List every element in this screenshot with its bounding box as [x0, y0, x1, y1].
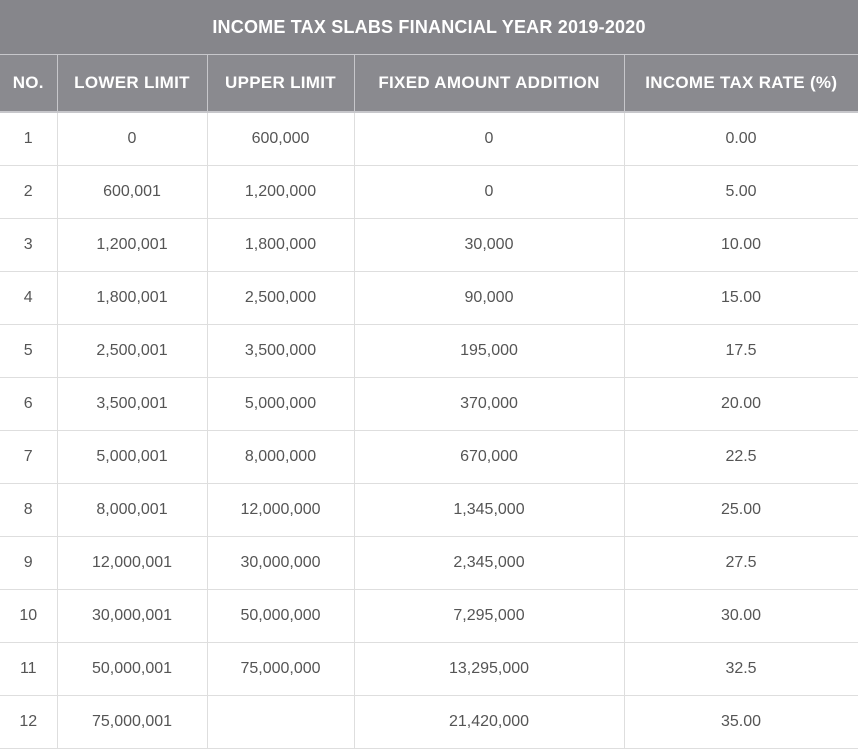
table-body: 1 0 600,000 0 0.00 2 600,001 1,200,000 0 5.00 3 1,2… [0, 112, 858, 749]
cell-upper-limit: 12,000,000 [206, 483, 354, 537]
cell-fixed-amount: 0 [353, 112, 624, 166]
column-header-upper-limit: UPPER LIMIT [206, 54, 354, 113]
table-row: 12 75,000,001 21,420,000 35.00 [0, 695, 858, 749]
cell-no: 8 [0, 483, 57, 537]
cell-upper-limit: 1,200,000 [206, 165, 354, 219]
cell-fixed-amount: 90,000 [353, 271, 624, 325]
cell-upper-limit: 8,000,000 [206, 430, 354, 484]
cell-tax-rate: 5.00 [623, 165, 858, 219]
cell-no: 12 [0, 695, 57, 749]
cell-no: 5 [0, 324, 57, 378]
cell-lower-limit: 30,000,001 [56, 589, 207, 643]
table-row: 3 1,200,001 1,800,000 30,000 10.00 [0, 218, 858, 272]
cell-tax-rate: 20.00 [623, 377, 858, 431]
cell-upper-limit: 50,000,000 [206, 589, 354, 643]
cell-lower-limit: 5,000,001 [56, 430, 207, 484]
cell-upper-limit: 3,500,000 [206, 324, 354, 378]
cell-upper-limit: 600,000 [206, 112, 354, 166]
cell-fixed-amount: 7,295,000 [353, 589, 624, 643]
cell-fixed-amount: 195,000 [353, 324, 624, 378]
column-header-lower-limit: LOWER LIMIT [56, 54, 207, 113]
cell-tax-rate: 17.5 [623, 324, 858, 378]
table-row: 7 5,000,001 8,000,000 670,000 22.5 [0, 430, 858, 484]
title-row: INCOME TAX SLABS FINANCIAL YEAR 2019-202… [0, 0, 858, 55]
column-header-no: NO. [0, 54, 57, 113]
cell-lower-limit: 50,000,001 [56, 642, 207, 696]
cell-tax-rate: 22.5 [623, 430, 858, 484]
cell-no: 1 [0, 112, 57, 166]
cell-no: 11 [0, 642, 57, 696]
cell-no: 7 [0, 430, 57, 484]
cell-lower-limit: 1,200,001 [56, 218, 207, 272]
table-row: 11 50,000,001 75,000,000 13,295,000 32.5 [0, 642, 858, 696]
cell-lower-limit: 8,000,001 [56, 483, 207, 537]
cell-tax-rate: 0.00 [623, 112, 858, 166]
cell-fixed-amount: 21,420,000 [353, 695, 624, 749]
cell-lower-limit: 1,800,001 [56, 271, 207, 325]
column-header-fixed-amount: FIXED AMOUNT ADDITION [353, 54, 624, 113]
table-row: 8 8,000,001 12,000,000 1,345,000 25.00 [0, 483, 858, 537]
cell-lower-limit: 2,500,001 [56, 324, 207, 378]
cell-upper-limit: 2,500,000 [206, 271, 354, 325]
header-row: NO. LOWER LIMIT UPPER LIMIT FIXED AMOUNT… [0, 54, 858, 113]
cell-fixed-amount: 0 [353, 165, 624, 219]
table-row: 6 3,500,001 5,000,000 370,000 20.00 [0, 377, 858, 431]
cell-fixed-amount: 670,000 [353, 430, 624, 484]
cell-fixed-amount: 13,295,000 [353, 642, 624, 696]
cell-lower-limit: 3,500,001 [56, 377, 207, 431]
table-title: INCOME TAX SLABS FINANCIAL YEAR 2019-202… [0, 0, 858, 55]
table-row: 2 600,001 1,200,000 0 5.00 [0, 165, 858, 219]
cell-no: 4 [0, 271, 57, 325]
cell-upper-limit: 75,000,000 [206, 642, 354, 696]
cell-fixed-amount: 370,000 [353, 377, 624, 431]
cell-upper-limit [206, 695, 354, 749]
table-row: 4 1,800,001 2,500,000 90,000 15.00 [0, 271, 858, 325]
cell-tax-rate: 10.00 [623, 218, 858, 272]
table-row: 10 30,000,001 50,000,000 7,295,000 30.00 [0, 589, 858, 643]
table-row: 9 12,000,001 30,000,000 2,345,000 27.5 [0, 536, 858, 590]
cell-fixed-amount: 1,345,000 [353, 483, 624, 537]
cell-no: 10 [0, 589, 57, 643]
cell-lower-limit: 75,000,001 [56, 695, 207, 749]
cell-upper-limit: 1,800,000 [206, 218, 354, 272]
cell-no: 2 [0, 165, 57, 219]
table-row: 5 2,500,001 3,500,000 195,000 17.5 [0, 324, 858, 378]
cell-tax-rate: 25.00 [623, 483, 858, 537]
cell-no: 9 [0, 536, 57, 590]
cell-lower-limit: 0 [56, 112, 207, 166]
cell-fixed-amount: 2,345,000 [353, 536, 624, 590]
cell-lower-limit: 600,001 [56, 165, 207, 219]
cell-no: 6 [0, 377, 57, 431]
cell-lower-limit: 12,000,001 [56, 536, 207, 590]
cell-tax-rate: 27.5 [623, 536, 858, 590]
cell-tax-rate: 30.00 [623, 589, 858, 643]
cell-no: 3 [0, 218, 57, 272]
cell-tax-rate: 35.00 [623, 695, 858, 749]
cell-tax-rate: 15.00 [623, 271, 858, 325]
cell-upper-limit: 30,000,000 [206, 536, 354, 590]
table-row: 1 0 600,000 0 0.00 [0, 112, 858, 166]
column-header-tax-rate: INCOME TAX RATE (%) [623, 54, 858, 113]
cell-upper-limit: 5,000,000 [206, 377, 354, 431]
cell-tax-rate: 32.5 [623, 642, 858, 696]
cell-fixed-amount: 30,000 [353, 218, 624, 272]
